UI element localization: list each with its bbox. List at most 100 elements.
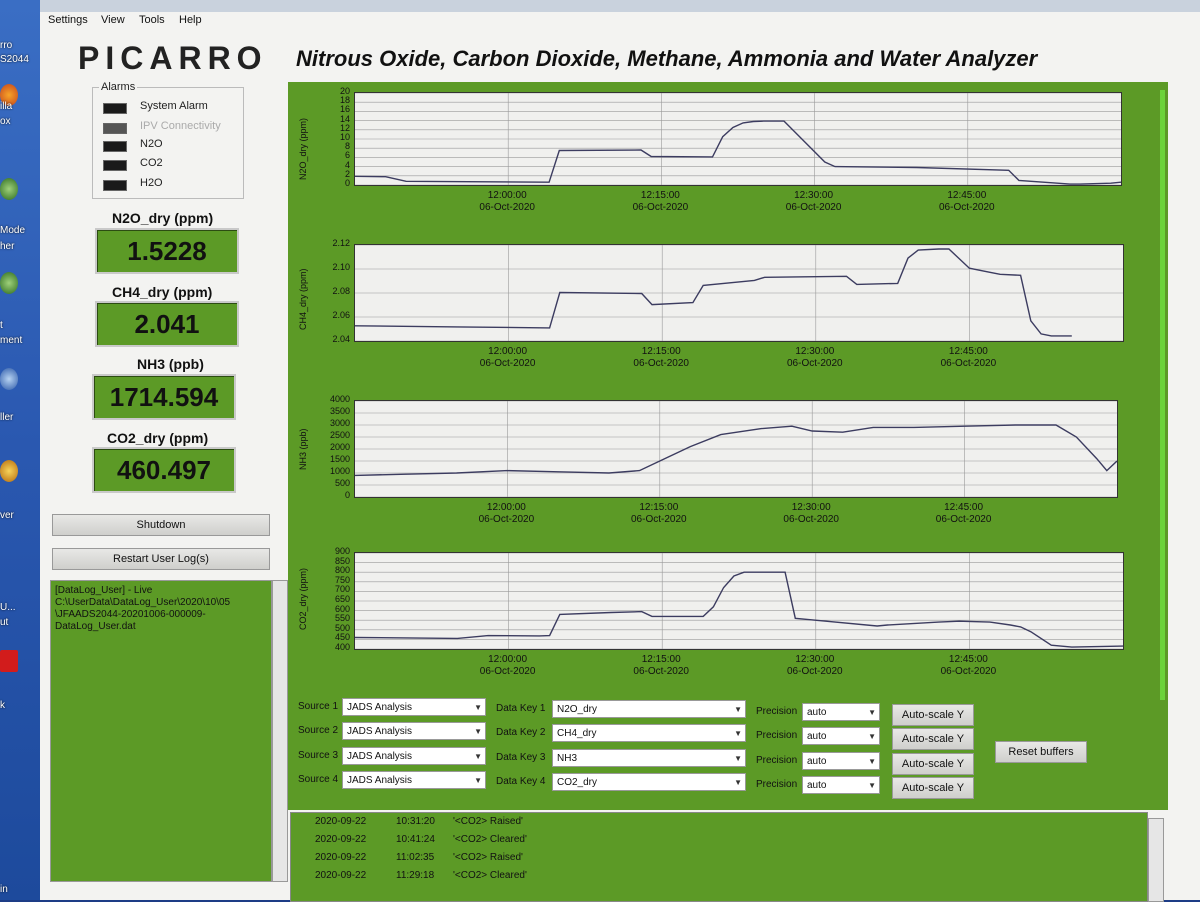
app-icon[interactable]	[0, 178, 38, 208]
desktop-icon-label: her	[0, 241, 15, 252]
datakey-select[interactable]: CH4_dry ▼	[552, 724, 746, 742]
status-bar	[1160, 90, 1165, 700]
chevron-down-icon: ▼	[868, 757, 876, 766]
app-window: Settings View Tools Help PICARRO Nitrous…	[40, 0, 1200, 902]
menu-bar: Settings View Tools Help	[40, 12, 1200, 30]
menu-help[interactable]: Help	[179, 14, 202, 26]
source-select[interactable]: JADS Analysis ▼	[342, 722, 486, 740]
desktop-icon-label: Mode	[0, 225, 26, 236]
x-tick-label: 12:15:00 06-Oct-2020	[619, 502, 699, 526]
x-tick-time: 12:45:00	[947, 190, 987, 201]
source-label: Source 1	[298, 701, 339, 712]
source-select[interactable]: JADS Analysis ▼	[342, 771, 486, 789]
precision-label: Precision	[756, 706, 798, 717]
y-tick-label: 0	[344, 490, 350, 500]
chevron-down-icon: ▼	[474, 776, 482, 785]
chart-svg	[355, 245, 1123, 341]
chart-plot-area[interactable]	[354, 400, 1118, 498]
datakey-select[interactable]: CO2_dry ▼	[552, 773, 746, 791]
y-tick-label: 4000	[329, 394, 350, 404]
y-tick-label: 2.04	[332, 334, 350, 344]
x-tick-date: 06-Oct-2020	[787, 666, 843, 677]
x-tick-date: 06-Oct-2020	[632, 202, 689, 213]
menu-settings[interactable]: Settings	[48, 14, 88, 26]
x-tick-date: 06-Oct-2020	[479, 358, 536, 369]
series-line	[355, 571, 1123, 648]
y-axis-label: CH4_dry (ppm)	[298, 268, 308, 330]
autoscale-y-button[interactable]: Auto-scale Y	[892, 777, 974, 799]
event-message: '<CO2> Raised'	[453, 816, 523, 827]
app-icon[interactable]	[0, 460, 38, 490]
x-tick-time: 12:15:00	[639, 502, 679, 513]
x-tick-date: 06-Oct-2020	[633, 358, 689, 369]
y-tick-label: 10	[339, 132, 350, 142]
restart-log-button[interactable]: Restart User Log(s)	[52, 548, 270, 570]
page-title: Nitrous Oxide, Carbon Dioxide, Methane, …	[296, 46, 1038, 71]
log-scrollbar[interactable]	[272, 580, 288, 882]
precision-select-value: auto	[807, 707, 827, 718]
x-tick-label: 12:00:00 06-Oct-2020	[467, 190, 547, 214]
event-date: 2020-09-22	[315, 870, 367, 881]
readout-label-n2o: N2O_dry (ppm)	[112, 210, 214, 226]
chart-plot-area[interactable]	[354, 244, 1124, 342]
chart-svg	[355, 401, 1117, 497]
firefox-icon[interactable]	[0, 84, 38, 114]
chart-plot-area[interactable]	[354, 92, 1122, 186]
source-select-value: JADS Analysis	[347, 726, 413, 737]
x-tick-label: 12:15:00 06-Oct-2020	[621, 346, 701, 370]
event-time: 10:41:24	[396, 834, 435, 845]
x-tick-time: 12:15:00	[641, 346, 681, 357]
app-icon[interactable]	[0, 272, 38, 302]
source-select-value: JADS Analysis	[347, 702, 413, 713]
source-select[interactable]: JADS Analysis ▼	[342, 698, 486, 716]
log-line: C:\UserData\DataLog_User\2020\10\05	[55, 597, 231, 608]
autoscale-y-button[interactable]: Auto-scale Y	[892, 728, 974, 750]
x-tick-time: 12:00:00	[488, 346, 528, 357]
alarm-led-icon	[103, 123, 127, 134]
x-tick-label: 12:15:00 06-Oct-2020	[621, 654, 701, 678]
datakey-select[interactable]: NH3 ▼	[552, 749, 746, 767]
x-tick-time: 12:45:00	[948, 654, 988, 665]
x-tick-date: 06-Oct-2020	[939, 202, 995, 213]
y-tick-label: 2.06	[332, 310, 350, 320]
autoscale-y-button[interactable]: Auto-scale Y	[892, 753, 974, 775]
reset-buffers-button[interactable]: Reset buffers	[995, 741, 1087, 763]
precision-select[interactable]: auto ▼	[802, 727, 880, 745]
autoscale-y-button[interactable]: Auto-scale Y	[892, 704, 974, 726]
x-tick-date: 06-Oct-2020	[785, 202, 842, 213]
app-icon[interactable]	[0, 368, 38, 398]
x-tick-label: 12:00:00 06-Oct-2020	[468, 654, 548, 678]
chart-plot-area[interactable]	[354, 552, 1124, 650]
desktop-icon-label: ller	[0, 412, 14, 423]
x-tick-label: 12:45:00 06-Oct-2020	[928, 654, 1008, 678]
datakey-label: Data Key 4	[496, 776, 546, 787]
shutdown-button[interactable]: Shutdown	[52, 514, 270, 536]
chevron-down-icon: ▼	[868, 781, 876, 790]
menu-view[interactable]: View	[101, 14, 125, 26]
x-tick-label: 12:45:00 06-Oct-2020	[927, 190, 1007, 214]
precision-select[interactable]: auto ▼	[802, 776, 880, 794]
event-scrollbar[interactable]	[1148, 818, 1164, 902]
desktop-icon-label: in	[0, 884, 8, 895]
x-tick-date: 06-Oct-2020	[631, 514, 687, 525]
source-select-value: JADS Analysis	[347, 775, 413, 786]
chevron-down-icon: ▼	[868, 732, 876, 741]
source-select[interactable]: JADS Analysis ▼	[342, 747, 486, 765]
x-tick-time: 12:45:00	[944, 502, 984, 513]
datakey-select[interactable]: N2O_dry ▼	[552, 700, 746, 718]
chevron-down-icon: ▼	[734, 705, 742, 714]
desktop-icon-label: ver	[0, 510, 14, 521]
chevron-down-icon: ▼	[734, 754, 742, 763]
log-line: [DataLog_User] - Live	[55, 585, 153, 596]
precision-select[interactable]: auto ▼	[802, 703, 880, 721]
y-axis-label: N2O_dry (ppm)	[298, 117, 308, 180]
precision-select[interactable]: auto ▼	[802, 752, 880, 770]
alarm-led-icon	[103, 160, 127, 171]
y-tick-label: 550	[334, 613, 350, 624]
x-tick-label: 12:45:00 06-Oct-2020	[924, 502, 1004, 526]
source-label: Source 4	[298, 774, 339, 785]
y-tick-label: 850	[334, 555, 350, 566]
menu-tools[interactable]: Tools	[139, 14, 165, 26]
app-icon[interactable]	[0, 650, 38, 680]
precision-label: Precision	[756, 755, 798, 766]
